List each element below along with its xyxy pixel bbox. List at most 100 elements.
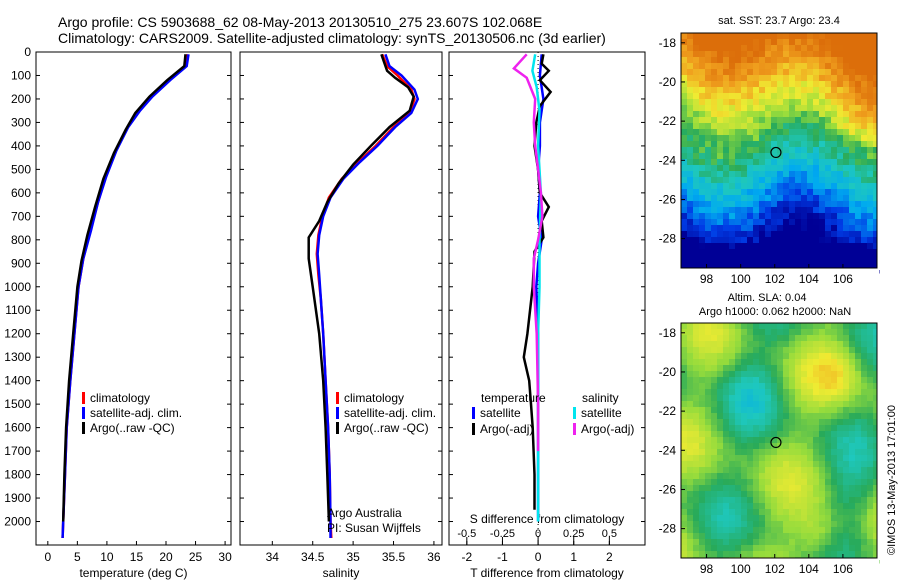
sst-map-cell	[861, 171, 868, 178]
sla-map-cell	[765, 515, 772, 522]
sla-map-cell	[687, 461, 694, 468]
sst-map-cell	[741, 87, 748, 94]
sst-map-cell	[873, 195, 880, 202]
sla-map-cell	[861, 413, 868, 420]
sst-map-cell	[753, 207, 760, 214]
sst-map-cell	[747, 75, 754, 82]
sla-map-cell	[849, 539, 856, 546]
sst-map-cell	[735, 201, 742, 208]
sst-map-cell	[753, 93, 760, 100]
depth-tick-label: 400	[11, 139, 31, 153]
sla-map-cell	[837, 335, 844, 342]
sst-map-cell	[729, 207, 736, 214]
sst-map-cell	[729, 45, 736, 52]
sla-map-cell	[711, 437, 718, 444]
sla-map-cell	[747, 485, 754, 492]
sla-map-cell	[747, 353, 754, 360]
sla-map-cell	[789, 371, 796, 378]
sla-map-cell	[861, 455, 868, 462]
sst-map-cell	[843, 81, 850, 88]
sla-map-cell	[753, 491, 760, 498]
sla-map-cell	[789, 437, 796, 444]
sla-map-cell	[741, 443, 748, 450]
sla-map-cell	[717, 521, 724, 528]
sla-map-cell	[753, 455, 760, 462]
sst-map-cell	[807, 81, 814, 88]
sst-map-cell	[855, 141, 862, 148]
sst-map-cell	[789, 189, 796, 196]
sst-map-cell	[867, 135, 874, 142]
sst-map-ytick-label: -24	[659, 153, 677, 167]
sla-map-cell	[861, 329, 868, 336]
sla-map-cell	[747, 491, 754, 498]
sst-map-cell	[867, 75, 874, 82]
sst-map-cell	[789, 135, 796, 142]
sst-map-cell	[723, 147, 730, 154]
sla-map-cell	[681, 515, 688, 522]
difference-panel: -2 -1 0 1 2T difference from climatology-0.5…	[448, 51, 646, 580]
sst-map-cell	[741, 147, 748, 154]
sst-map-cell	[831, 87, 838, 94]
sla-map-cell	[783, 479, 790, 486]
sla-map-cell	[747, 407, 754, 414]
sla-map-cell	[825, 455, 832, 462]
sst-map-cell	[759, 213, 766, 220]
sla-map-ytick-label: -18	[659, 326, 677, 340]
depth-tick-label: 500	[11, 162, 31, 176]
sla-map-cell	[765, 473, 772, 480]
sla-map-cell	[711, 527, 718, 534]
sla-map-cell	[849, 479, 856, 486]
sst-map-cell	[813, 87, 820, 94]
sla-map-cell	[873, 449, 880, 456]
sla-map-cell	[717, 467, 724, 474]
sst-map-cell	[777, 231, 784, 238]
sst-map-cell	[813, 75, 820, 82]
sla-map-cell	[819, 419, 826, 426]
sla-map-cell	[849, 401, 856, 408]
sst-map-cell	[771, 249, 778, 256]
sst-map-cell	[843, 135, 850, 142]
sst-map-frame	[680, 32, 878, 269]
sst-map-cell	[867, 39, 874, 46]
sst-map-cell	[843, 147, 850, 154]
sla-map-cell	[873, 431, 880, 438]
sst-map-cell	[807, 177, 814, 184]
sla-map-cell	[825, 443, 832, 450]
sla-map-cell	[807, 395, 814, 402]
sst-map-cell	[765, 135, 772, 142]
sla-map-cell	[711, 365, 718, 372]
sst-map-cell	[681, 195, 688, 202]
sla-map-cell	[711, 389, 718, 396]
sst-map-cell	[777, 207, 784, 214]
sla-map-cell	[717, 419, 724, 426]
sla-map-cell	[873, 509, 880, 516]
sst-map-cell	[753, 159, 760, 166]
sst-map-cell	[729, 189, 736, 196]
sst-map-cell	[741, 195, 748, 202]
sst-map-cell	[687, 183, 694, 190]
sst-map-cell	[789, 75, 796, 82]
sla-map-cell	[801, 359, 808, 366]
sla-map-cell	[855, 551, 862, 558]
sla-map-cell	[747, 449, 754, 456]
sst-map-cell	[753, 45, 760, 52]
sla-map-cell	[843, 389, 850, 396]
sst-map-cell	[771, 69, 778, 76]
sla-map-cell	[777, 377, 784, 384]
sst-map-cell	[855, 213, 862, 220]
sst-map-cell	[873, 171, 880, 178]
sla-map-cell	[729, 509, 736, 516]
sst-map-cell	[777, 63, 784, 70]
sla-map-cell	[819, 443, 826, 450]
sla-map-cell	[843, 545, 850, 552]
sst-map-cell	[699, 45, 706, 52]
sst-map-cell	[825, 195, 832, 202]
sst-map-cell	[807, 69, 814, 76]
sst-map-cell	[735, 213, 742, 220]
sla-map-cell	[867, 527, 874, 534]
sst-map-cell	[849, 201, 856, 208]
sla-map-cell	[765, 323, 772, 330]
sst-map-cell	[795, 159, 802, 166]
sst-map-xtick-label: 100	[731, 272, 751, 286]
sla-map-cell	[693, 467, 700, 474]
